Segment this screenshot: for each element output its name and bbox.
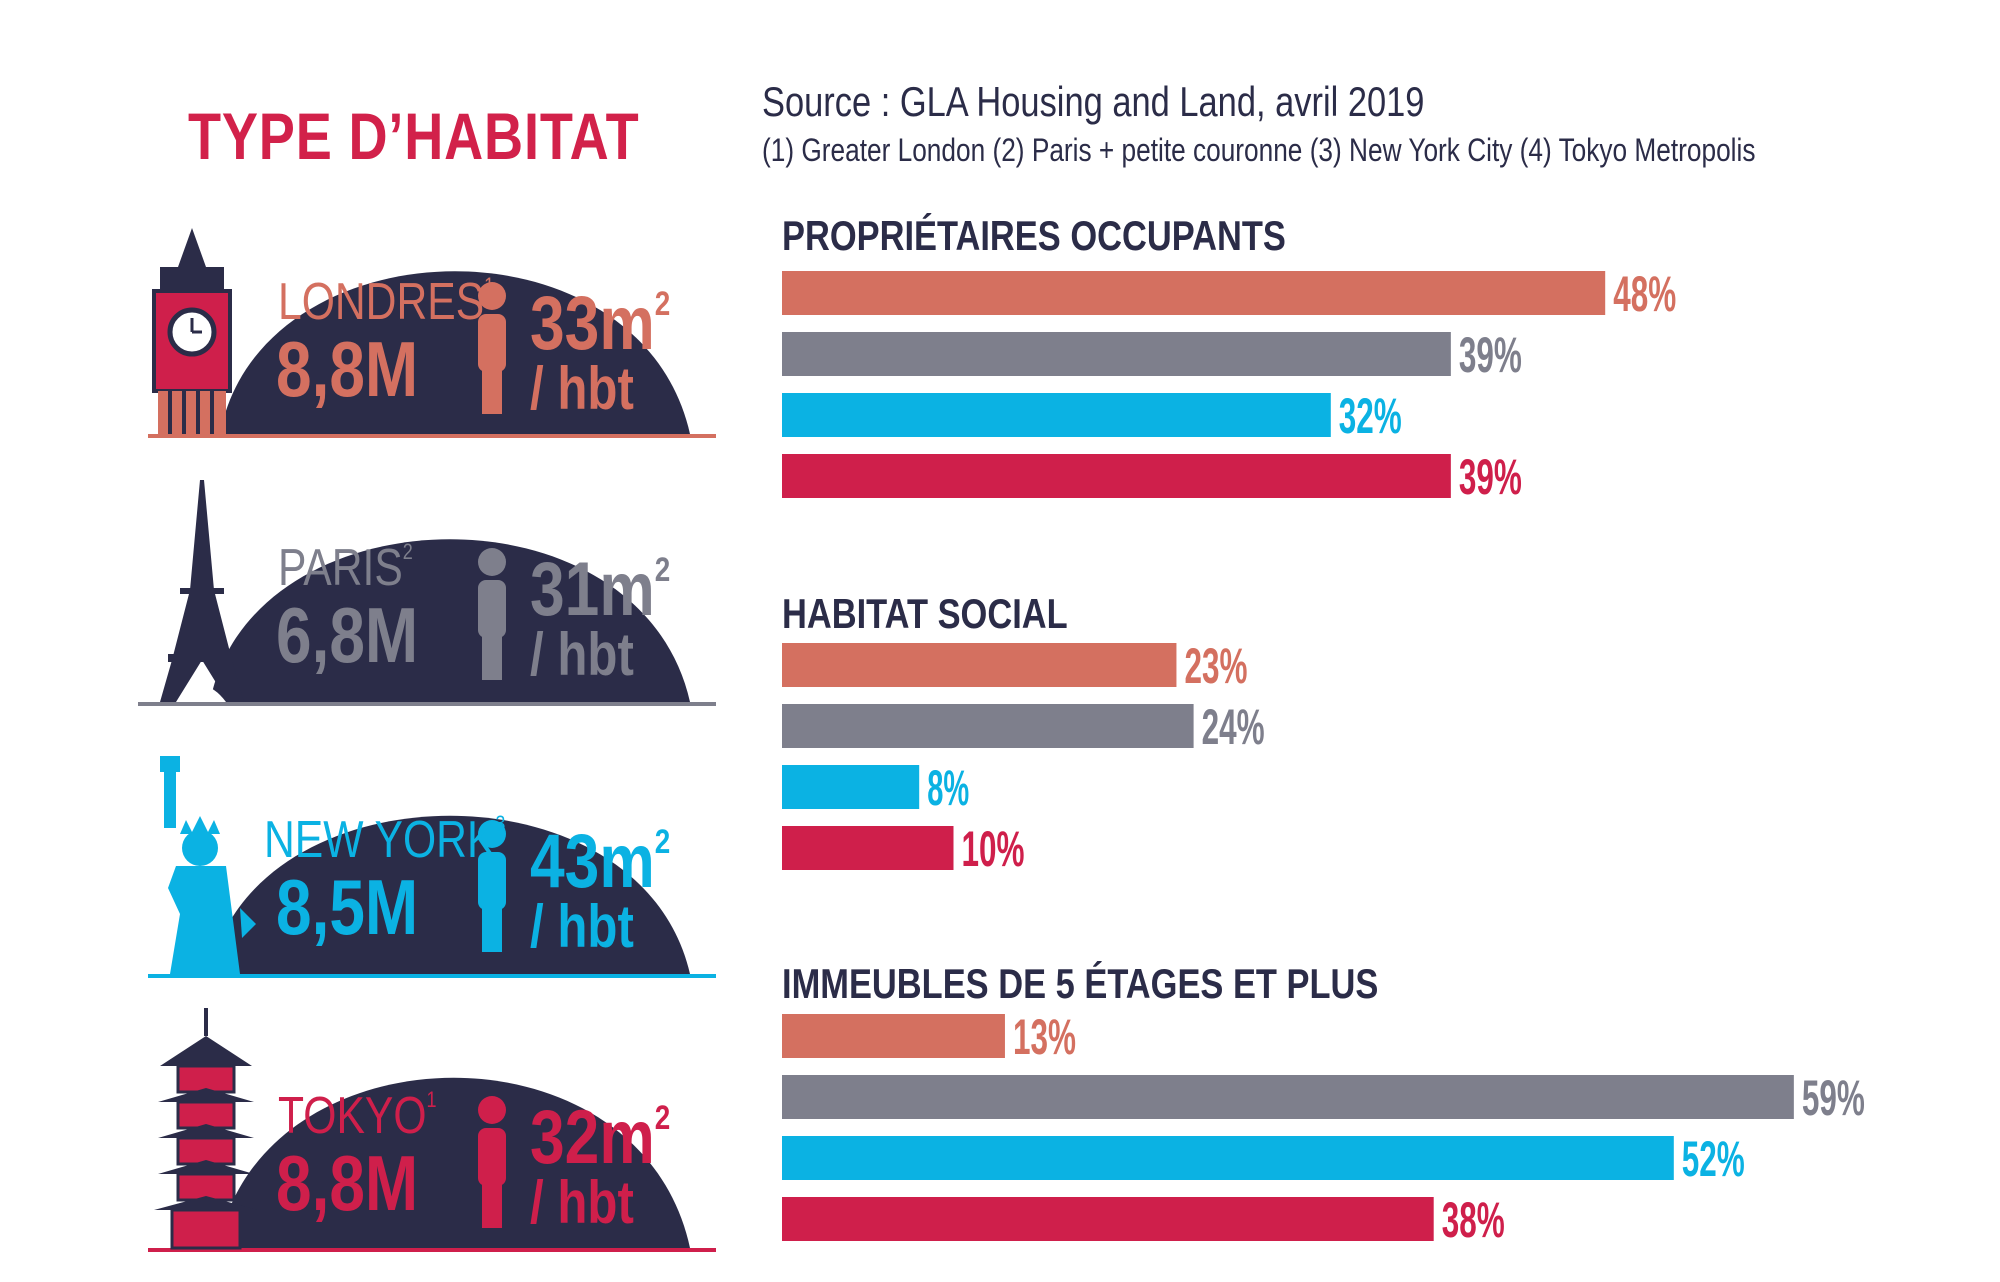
bar-2-tokyo — [782, 826, 954, 870]
city-area-tokyo: 32m2 — [530, 1095, 671, 1180]
bar-label-2-newyork: 8% — [927, 760, 969, 816]
big-ben-icon — [148, 228, 716, 438]
city-per-tokyo: / hbt — [530, 1169, 634, 1236]
statue-of-liberty-icon — [148, 756, 716, 978]
bar-3-tokyo — [782, 1197, 1434, 1241]
bar-1-london — [782, 271, 1606, 315]
bar-label-2-london: 23% — [1184, 638, 1247, 694]
city-card-tokyo: TOKYO1 8,8M 32m2 / hbt — [0, 1006, 730, 1256]
bar-label-3-london: 13% — [1013, 1009, 1076, 1065]
bar-1-newyork — [782, 393, 1331, 437]
bar-1-paris — [782, 332, 1451, 376]
city-name-tokyo: TOKYO1 — [278, 1087, 437, 1145]
bar-2-newyork — [782, 765, 920, 809]
source-text: Source : GLA Housing and Land, avril 201… — [762, 78, 1425, 125]
group-title-proprietaires: PROPRIÉTAIRES OCCUPANTS — [782, 212, 1286, 259]
bar-label-1-tokyo: 39% — [1459, 449, 1522, 505]
city-area-newyork: 43m2 — [530, 819, 671, 904]
group-title-habitat-social: HABITAT SOCIAL — [782, 590, 1068, 637]
bar-label-2-tokyo: 10% — [962, 821, 1025, 877]
city-population-tokyo: 8,8M — [276, 1139, 419, 1227]
city-population-paris: 6,8M — [276, 591, 419, 679]
city-per-paris: / hbt — [530, 621, 634, 688]
bar-2-london — [782, 643, 1177, 687]
bar-3-london — [782, 1014, 1005, 1058]
person-icon — [478, 548, 506, 680]
bar-3-paris — [782, 1075, 1794, 1119]
city-population-newyork: 8,5M — [276, 863, 419, 951]
person-icon — [478, 282, 506, 414]
city-name-paris: PARIS2 — [278, 539, 413, 597]
bar-label-2-paris: 24% — [1202, 699, 1265, 755]
eiffel-tower-icon — [138, 480, 716, 706]
bar-label-3-newyork: 52% — [1682, 1131, 1745, 1187]
city-name-newyork: NEW YORK3 — [264, 811, 506, 869]
pagoda-icon — [148, 1008, 716, 1252]
person-icon — [478, 1096, 506, 1228]
bar-label-1-paris: 39% — [1459, 327, 1522, 383]
city-area-london: 33m2 — [530, 281, 671, 366]
bar-2-paris — [782, 704, 1194, 748]
bar-label-3-paris: 59% — [1802, 1070, 1865, 1126]
bar-label-1-london: 48% — [1613, 266, 1676, 322]
city-card-london: LONDRES1 8,8M 33m2 / hbt — [0, 192, 730, 442]
city-per-newyork: / hbt — [530, 893, 634, 960]
city-name-london: LONDRES1 — [278, 273, 495, 331]
page-title: TYPE D’HABITAT — [188, 99, 640, 173]
bar-3-newyork — [782, 1136, 1674, 1180]
city-per-london: / hbt — [530, 355, 634, 422]
bar-label-1-newyork: 32% — [1339, 388, 1402, 444]
city-card-paris: PARIS2 6,8M 31m2 / hbt — [0, 470, 730, 720]
city-area-paris: 31m2 — [530, 547, 671, 632]
bar-label-3-tokyo: 38% — [1442, 1192, 1505, 1248]
city-card-newyork: NEW YORK3 8,5M 43m2 / hbt — [0, 738, 730, 988]
bar-1-tokyo — [782, 454, 1451, 498]
footnotes-text: (1) Greater London (2) Paris + petite co… — [762, 132, 1756, 168]
city-population-london: 8,8M — [276, 325, 419, 413]
group-title-immeubles: IMMEUBLES DE 5 ÉTAGES ET PLUS — [782, 960, 1379, 1007]
person-icon — [478, 820, 506, 952]
